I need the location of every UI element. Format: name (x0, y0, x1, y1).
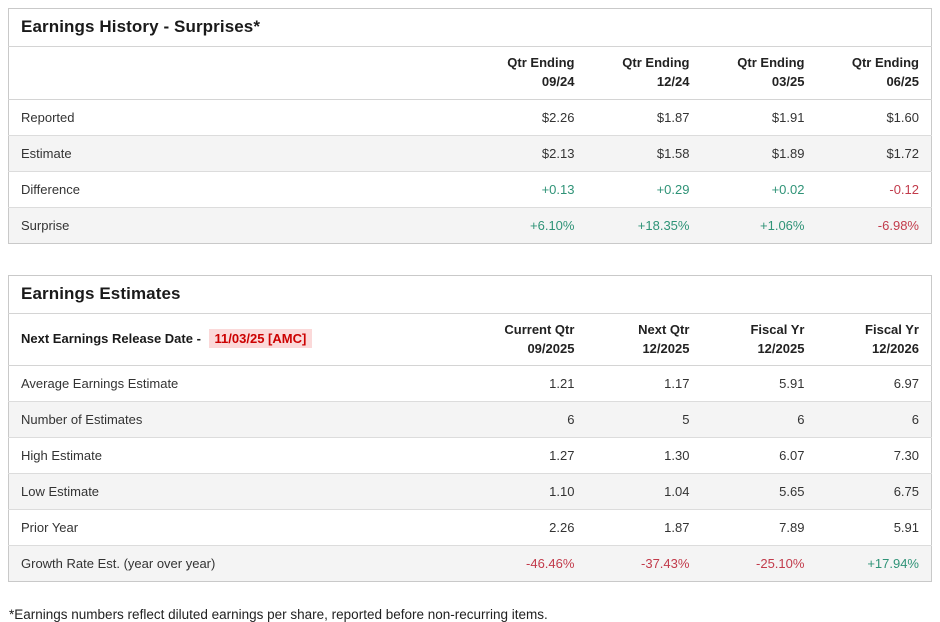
cell-value: $2.13 (471, 134, 587, 172)
column-header-qtr-0625: Qtr Ending 06/25 (816, 46, 932, 100)
cell-value-negative: -0.12 (816, 170, 932, 208)
column-header-fiscal-yr-2025: Fiscal Yr 12/2025 (701, 313, 817, 367)
column-header-current-qtr: Current Qtr 09/2025 (471, 313, 587, 367)
cell-value-positive: +18.35% (586, 206, 702, 244)
cell-value: 6 (816, 401, 932, 438)
row-label: Prior Year (8, 509, 472, 546)
cell-value: $1.91 (771, 109, 805, 125)
earnings-estimates-header-row: Next Earnings Release Date - 11/03/25 [A… (8, 313, 932, 367)
row-label: High Estimate (8, 437, 472, 474)
table-row-difference: Difference +0.13 +0.29 +0.02 -0.12 (8, 170, 932, 208)
earnings-estimates-title: Earnings Estimates (8, 275, 932, 314)
earnings-history-table: Earnings History - Surprises* Qtr Ending… (8, 8, 932, 244)
column-header-qtr-0924: Qtr Ending 09/24 (471, 46, 587, 100)
cell-value: 1.10 (471, 473, 587, 510)
row-label: Reported (21, 109, 75, 125)
cell-value: 1.21 (549, 376, 575, 392)
cell-value: 5.91 (779, 376, 805, 392)
cell-value-negative: -46.46% (471, 545, 587, 582)
cell-value-positive: +0.29 (586, 170, 702, 208)
cell-value-positive: +0.02 (701, 170, 817, 208)
cell-value: $1.72 (816, 134, 932, 172)
table-row-low-estimate: Low Estimate 1.10 1.04 5.65 6.75 (8, 473, 932, 510)
cell-value: 7.30 (816, 437, 932, 474)
cell-value: 2.26 (471, 509, 587, 546)
cell-value: $1.87 (656, 109, 690, 125)
table-row-reported: Reported $2.26 $1.87 $1.91 $1.60 (9, 99, 932, 135)
cell-value-negative: -6.98% (816, 206, 932, 244)
cell-value: 6.07 (701, 437, 817, 474)
column-header-fiscal-yr-2026: Fiscal Yr 12/2026 (816, 313, 932, 367)
row-label: Average Earnings Estimate (21, 376, 179, 392)
earnings-history-header-row: Qtr Ending 09/24 Qtr Ending 12/24 Qtr Endi… (8, 46, 932, 100)
table-row-high-estimate: High Estimate 1.27 1.30 6.07 7.30 (8, 437, 932, 474)
cell-value: 5 (586, 401, 702, 438)
cell-value: 7.89 (701, 509, 817, 546)
table-row-growth-rate: Growth Rate Est. (year over year) -46.46… (8, 545, 932, 582)
column-header-next-qtr: Next Qtr 12/2025 (586, 313, 702, 367)
earnings-history-title: Earnings History - Surprises* (8, 8, 932, 47)
cell-value: 1.30 (586, 437, 702, 474)
cell-value: 1.27 (471, 437, 587, 474)
row-label: Growth Rate Est. (year over year) (8, 545, 472, 582)
cell-value: 5.91 (816, 509, 932, 546)
cell-value: $1.58 (586, 134, 702, 172)
cell-value: $1.89 (701, 134, 817, 172)
row-label: Low Estimate (8, 473, 472, 510)
row-label: Difference (8, 170, 472, 208)
cell-value: 6 (471, 401, 587, 438)
cell-value: 1.87 (586, 509, 702, 546)
release-date-cell: Next Earnings Release Date - 11/03/25 [A… (8, 313, 472, 367)
row-label: Number of Estimates (8, 401, 472, 438)
release-date-badge: 11/03/25 [AMC] (208, 329, 313, 349)
cell-value-negative: -25.10% (701, 545, 817, 582)
table-row-average-estimate: Average Earnings Estimate 1.21 1.17 5.91… (9, 366, 932, 402)
cell-value: 1.04 (586, 473, 702, 510)
cell-value: 1.17 (664, 376, 690, 392)
table-row-estimate: Estimate $2.13 $1.58 $1.89 $1.72 (8, 134, 932, 172)
cell-value: 6.75 (816, 473, 932, 510)
cell-value-positive: +6.10% (471, 206, 587, 244)
empty-header-cell (8, 46, 472, 100)
earnings-estimates-table: Earnings Estimates Next Earnings Release… (8, 274, 932, 583)
row-label: Surprise (8, 206, 472, 244)
cell-value: 5.65 (701, 473, 817, 510)
earnings-estimates-title-row: Earnings Estimates (8, 275, 932, 314)
release-date-label: Next Earnings Release Date - (21, 331, 205, 347)
table-row-surprise: Surprise +6.10% +18.35% +1.06% -6.98% (8, 206, 932, 244)
row-label: Estimate (8, 134, 472, 172)
cell-value: 6.97 (893, 376, 919, 392)
cell-value: 6 (701, 401, 817, 438)
table-row-prior-year: Prior Year 2.26 1.87 7.89 5.91 (8, 509, 932, 546)
cell-value-positive: +17.94% (816, 545, 932, 582)
column-header-qtr-0325: Qtr Ending 03/25 (701, 46, 817, 100)
table-row-number-of-estimates: Number of Estimates 6 5 6 6 (8, 401, 932, 438)
cell-value-negative: -37.43% (586, 545, 702, 582)
earnings-history-title-row: Earnings History - Surprises* (8, 8, 932, 47)
cell-value-positive: +0.13 (471, 170, 587, 208)
column-header-qtr-1224: Qtr Ending 12/24 (586, 46, 702, 100)
cell-value: $1.60 (886, 109, 919, 125)
cell-value: $2.26 (541, 109, 575, 125)
earnings-footnote: *Earnings numbers reflect diluted earnin… (9, 607, 548, 622)
cell-value-positive: +1.06% (701, 206, 817, 244)
